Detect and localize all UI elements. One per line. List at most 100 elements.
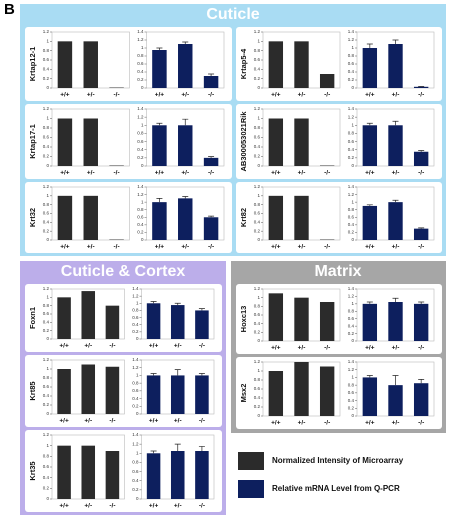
legend-label: Normalized Intensity of Microarray [272, 456, 404, 465]
y-tick-label: 1.2 [132, 365, 139, 370]
y-tick-label: 0.2 [348, 155, 355, 160]
y-tick-label: 0.6 [348, 214, 355, 219]
y-tick-label: 1.4 [132, 357, 139, 362]
gene-box [25, 284, 222, 352]
x-tick-label: -/- [114, 92, 120, 99]
gene-label: Hoxc13 [239, 306, 248, 333]
y-tick-label: 0.6 [254, 57, 261, 62]
section-title: Matrix [314, 263, 361, 280]
x-tick-label: +/- [392, 92, 400, 99]
x-tick-label: +/- [298, 244, 306, 251]
x-tick-label: +/+ [365, 92, 375, 99]
y-tick-label: 0.8 [43, 202, 50, 207]
x-tick-label: -/- [109, 503, 115, 510]
bar [81, 365, 95, 415]
y-tick-label: 0.8 [137, 53, 144, 58]
x-tick-label: +/+ [60, 92, 70, 99]
x-tick-label: +/+ [149, 418, 159, 425]
y-tick-label: 0.8 [137, 131, 144, 136]
y-tick-label: 0.4 [43, 67, 50, 72]
bar [204, 76, 218, 88]
y-tick-label: 0.2 [348, 405, 355, 410]
bar [178, 44, 192, 88]
gene-label: Krt85 [28, 381, 37, 400]
y-tick-label: 0.2 [132, 403, 139, 408]
y-tick-label: 0.4 [43, 220, 50, 225]
bar [57, 446, 71, 499]
y-tick-label: 0.6 [43, 135, 50, 140]
x-tick-label: -/- [324, 244, 330, 251]
bar [178, 125, 192, 166]
bar [147, 453, 161, 499]
y-tick-label: 0.6 [348, 390, 355, 395]
bar [414, 383, 428, 416]
y-tick-label: 1.2 [132, 293, 139, 298]
y-tick-label: 0.6 [132, 469, 139, 474]
y-tick-label: 0.2 [43, 486, 50, 491]
y-tick-label: 0.4 [348, 69, 355, 74]
y-tick-label: 0.8 [254, 377, 261, 382]
y-tick-label: 0.8 [348, 207, 355, 212]
section-title: Cuticle & Cortex [61, 263, 186, 280]
gene-box [236, 357, 442, 429]
y-tick-label: 0.8 [132, 460, 139, 465]
y-tick-label: 0.4 [254, 67, 261, 72]
y-tick-label: 1.2 [254, 106, 261, 111]
bar [363, 48, 377, 88]
y-tick-label: 0.2 [254, 330, 261, 335]
y-tick-label: 0.4 [348, 222, 355, 227]
x-tick-label: +/+ [59, 418, 69, 425]
y-tick-label: 0.6 [43, 311, 50, 316]
y-tick-label: 0.4 [43, 320, 50, 325]
legend-swatch [238, 452, 264, 470]
y-tick-label: 0.2 [254, 228, 261, 233]
y-tick-label: 0.6 [43, 211, 50, 216]
y-tick-label: 0.6 [43, 464, 50, 469]
bar [294, 196, 308, 240]
y-tick-label: 0.6 [137, 139, 144, 144]
y-tick-label: 0.2 [254, 76, 261, 81]
y-tick-label: 0.2 [132, 329, 139, 334]
bar [388, 385, 402, 416]
y-tick-label: 1.2 [132, 441, 139, 446]
y-tick-label: 0.6 [43, 384, 50, 389]
y-tick-label: 0.6 [254, 312, 261, 317]
bar [269, 41, 283, 88]
bar [58, 119, 72, 167]
y-tick-label: 0.8 [43, 454, 50, 459]
bar [269, 196, 283, 240]
gene-label: Foxn1 [28, 307, 37, 329]
y-tick-label: 0.8 [254, 202, 261, 207]
bar [178, 198, 192, 240]
x-tick-label: +/+ [60, 244, 70, 251]
legend-swatch [238, 480, 264, 498]
y-tick-label: 0.2 [254, 154, 261, 159]
y-tick-label: 1.2 [43, 432, 50, 437]
x-tick-label: +/- [174, 343, 182, 350]
y-tick-label: 0.8 [43, 48, 50, 53]
y-tick-label: 1.2 [254, 359, 261, 364]
legend-label: Relative mRNA Level from Q-PCR [272, 484, 400, 493]
y-tick-label: 0.8 [254, 48, 261, 53]
x-tick-label: -/- [324, 420, 330, 427]
y-tick-label: 0.6 [254, 135, 261, 140]
x-tick-label: +/- [298, 420, 306, 427]
y-tick-label: 0.8 [132, 380, 139, 385]
x-tick-label: +/+ [155, 170, 165, 177]
y-tick-label: 0.4 [43, 144, 50, 149]
y-tick-label: 0.2 [348, 230, 355, 235]
bar [81, 446, 95, 499]
y-tick-label: 1.2 [254, 286, 261, 291]
x-tick-label: +/- [392, 244, 400, 251]
gene-label: Krt82 [239, 208, 248, 227]
gene-box [236, 182, 442, 253]
x-tick-label: -/- [324, 92, 330, 99]
x-tick-label: +/+ [60, 170, 70, 177]
x-tick-label: +/- [84, 503, 92, 510]
y-tick-label: 1.4 [348, 184, 355, 189]
y-tick-label: 0.4 [43, 475, 50, 480]
y-tick-label: 0.4 [132, 478, 139, 483]
x-tick-label: +/- [392, 345, 400, 352]
x-tick-label: -/- [418, 244, 424, 251]
bar [269, 119, 283, 167]
